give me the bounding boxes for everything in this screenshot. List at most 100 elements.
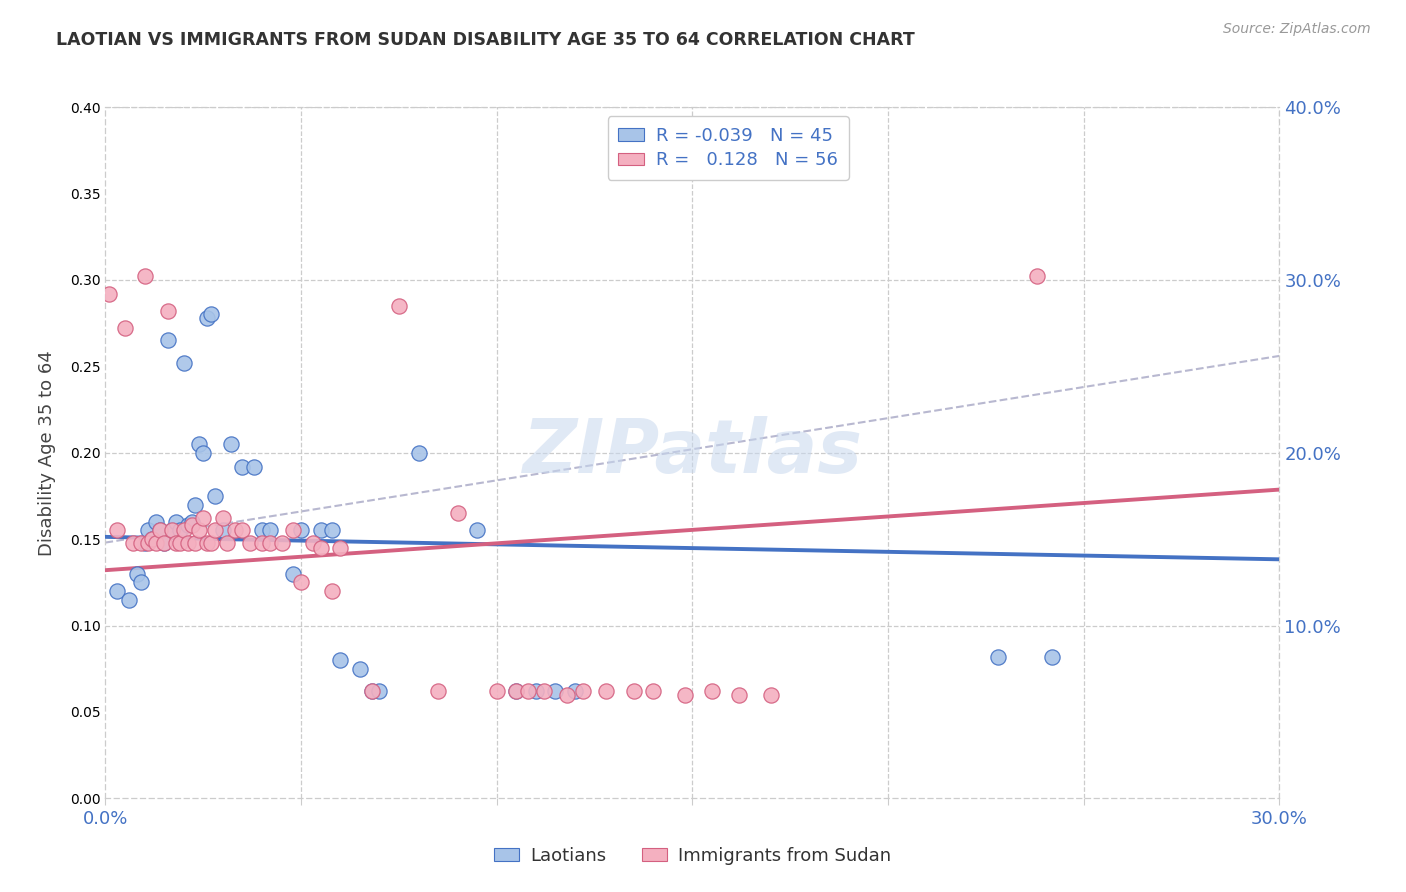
Point <box>329 541 352 555</box>
Point <box>250 535 273 549</box>
Point <box>524 684 547 698</box>
Point <box>1025 269 1047 284</box>
Point <box>98 286 121 301</box>
Point <box>200 535 222 549</box>
Point <box>250 524 273 538</box>
Point <box>184 498 207 512</box>
Point <box>360 684 382 698</box>
Point <box>180 515 202 529</box>
Point <box>643 684 665 698</box>
Point <box>243 459 266 474</box>
Point <box>105 524 128 538</box>
Point <box>505 684 527 698</box>
Point <box>153 535 176 549</box>
Point <box>211 511 233 525</box>
Point <box>118 592 141 607</box>
Point <box>160 524 183 538</box>
Point <box>309 541 332 555</box>
Point <box>195 535 218 549</box>
Point <box>321 524 343 538</box>
Point <box>169 524 191 538</box>
Point <box>114 321 136 335</box>
Point <box>309 524 332 538</box>
Point <box>149 524 172 538</box>
Text: ZIPatlas: ZIPatlas <box>523 417 862 489</box>
Point <box>169 535 191 549</box>
Point <box>270 535 292 549</box>
Point <box>290 575 312 590</box>
Point <box>193 511 215 525</box>
Point <box>121 535 143 549</box>
Point <box>533 684 555 698</box>
Point <box>200 307 222 321</box>
Point <box>564 684 586 698</box>
Point <box>465 524 488 538</box>
Point <box>180 518 202 533</box>
Point <box>290 524 312 538</box>
Point <box>283 566 305 581</box>
Point <box>157 304 180 318</box>
Point <box>368 684 391 698</box>
Point <box>1042 649 1064 664</box>
Point <box>231 459 253 474</box>
Point <box>145 515 167 529</box>
Point <box>173 524 195 538</box>
Point <box>176 535 198 549</box>
Point <box>188 524 211 538</box>
Point <box>224 524 246 538</box>
Point <box>125 566 148 581</box>
Point <box>283 524 305 538</box>
Point <box>700 684 723 698</box>
Point <box>129 575 152 590</box>
Point <box>138 535 160 549</box>
Point <box>219 437 242 451</box>
Point <box>165 515 187 529</box>
Point <box>134 535 156 549</box>
Point <box>302 535 325 549</box>
Point <box>105 583 128 598</box>
Point <box>138 524 160 538</box>
Text: Source: ZipAtlas.com: Source: ZipAtlas.com <box>1223 22 1371 37</box>
Point <box>193 445 215 460</box>
Point <box>517 684 540 698</box>
Point <box>176 518 198 533</box>
Point <box>141 532 163 546</box>
Point <box>239 535 262 549</box>
Point <box>195 310 218 325</box>
Point <box>129 535 152 549</box>
Point <box>349 662 371 676</box>
Point <box>259 524 281 538</box>
Point <box>204 489 226 503</box>
Legend: Laotians, Immigrants from Sudan: Laotians, Immigrants from Sudan <box>486 840 898 872</box>
Point <box>141 532 163 546</box>
Text: LAOTIAN VS IMMIGRANTS FROM SUDAN DISABILITY AGE 35 TO 64 CORRELATION CHART: LAOTIAN VS IMMIGRANTS FROM SUDAN DISABIL… <box>56 31 915 49</box>
Point <box>388 299 411 313</box>
Point <box>505 684 527 698</box>
Point <box>987 649 1010 664</box>
Point <box>145 535 167 549</box>
Point <box>427 684 450 698</box>
Point <box>184 535 207 549</box>
Point <box>595 684 617 698</box>
Point <box>165 535 187 549</box>
Point <box>204 524 226 538</box>
Point <box>759 688 782 702</box>
Y-axis label: Disability Age 35 to 64: Disability Age 35 to 64 <box>38 350 56 556</box>
Point <box>188 437 211 451</box>
Point <box>321 583 343 598</box>
Point <box>231 524 253 538</box>
Point <box>728 688 751 702</box>
Point <box>329 653 352 667</box>
Point <box>572 684 595 698</box>
Point <box>544 684 567 698</box>
Point <box>149 524 172 538</box>
Point <box>153 535 176 549</box>
Point <box>259 535 281 549</box>
Point <box>555 688 578 702</box>
Point <box>446 506 468 520</box>
Point <box>485 684 508 698</box>
Point <box>157 334 180 348</box>
Point <box>360 684 382 698</box>
Point <box>623 684 645 698</box>
Point <box>408 445 430 460</box>
